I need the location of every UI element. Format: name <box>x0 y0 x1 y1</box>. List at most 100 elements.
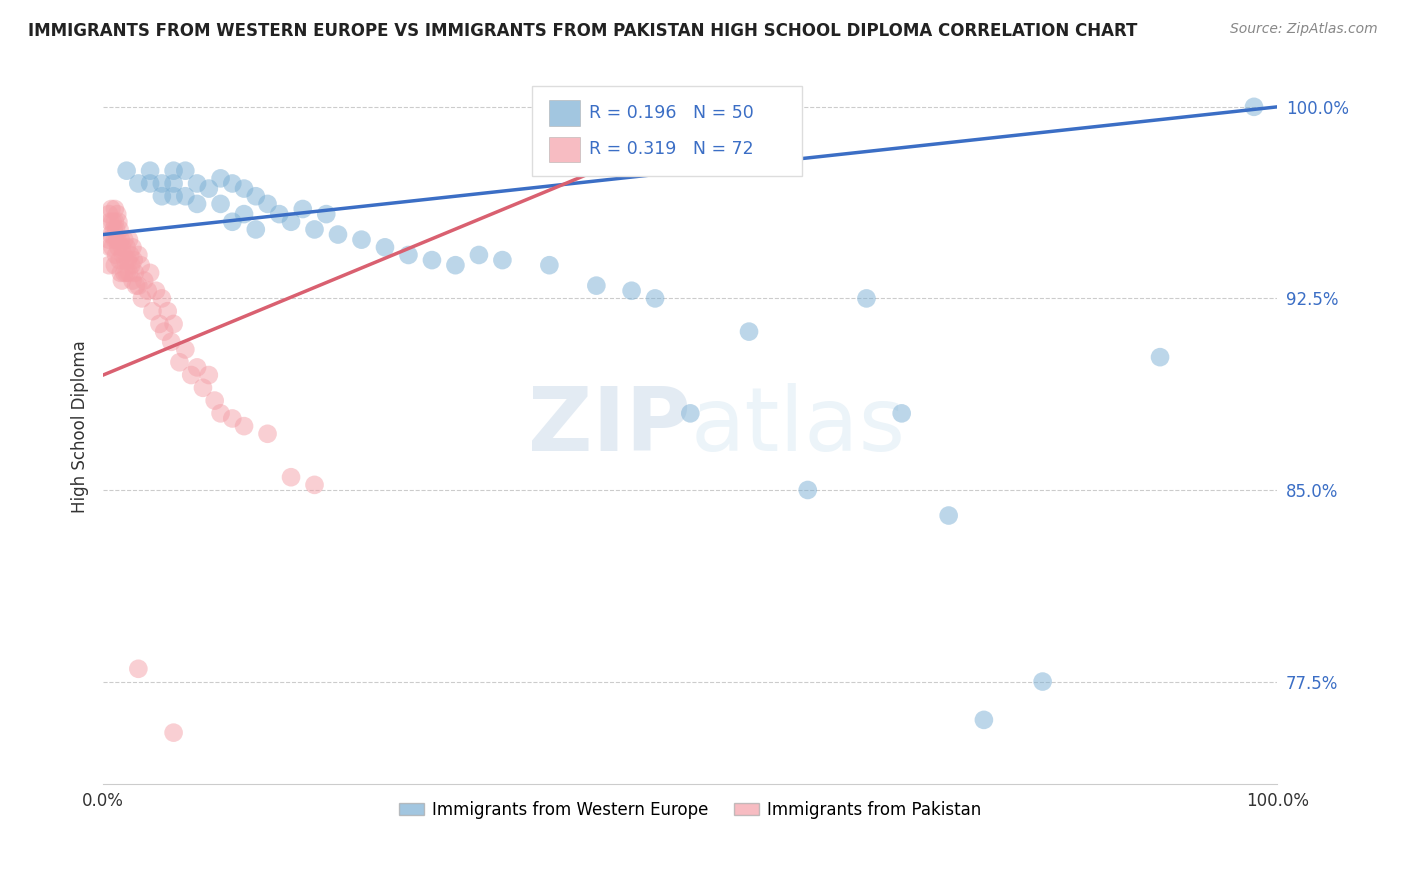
Point <box>350 233 373 247</box>
Point <box>150 177 173 191</box>
Point <box>104 202 127 216</box>
Point <box>245 189 267 203</box>
Point <box>105 207 128 221</box>
Point <box>468 248 491 262</box>
Point <box>233 181 256 195</box>
Point <box>186 360 208 375</box>
Point <box>115 163 138 178</box>
Point <box>256 426 278 441</box>
Point <box>120 258 142 272</box>
Point <box>141 304 163 318</box>
Point <box>107 215 129 229</box>
Point <box>420 253 443 268</box>
Point <box>100 227 122 242</box>
Point <box>110 266 132 280</box>
Point <box>233 419 256 434</box>
Point <box>245 222 267 236</box>
Point <box>256 197 278 211</box>
Point <box>644 292 666 306</box>
Point <box>796 483 818 497</box>
Point <box>679 406 702 420</box>
Text: R = 0.319   N = 72: R = 0.319 N = 72 <box>589 140 754 158</box>
Point <box>198 181 221 195</box>
Text: ZIP: ZIP <box>527 383 690 469</box>
Point <box>1032 674 1054 689</box>
Point <box>162 163 184 178</box>
Point <box>491 253 513 268</box>
Point <box>186 197 208 211</box>
Point <box>136 284 159 298</box>
Point <box>221 215 243 229</box>
Point <box>108 222 131 236</box>
FancyBboxPatch shape <box>550 101 579 126</box>
Point <box>111 240 134 254</box>
Point <box>145 284 167 298</box>
Point <box>111 273 134 287</box>
Point <box>108 253 131 268</box>
Point <box>538 258 561 272</box>
Point <box>280 215 302 229</box>
Point <box>304 222 326 236</box>
Point <box>110 233 132 247</box>
Point <box>122 253 145 268</box>
Point <box>162 189 184 203</box>
Point <box>444 258 467 272</box>
Text: atlas: atlas <box>690 383 905 469</box>
Point <box>209 197 232 211</box>
Point <box>174 163 197 178</box>
Text: IMMIGRANTS FROM WESTERN EUROPE VS IMMIGRANTS FROM PAKISTAN HIGH SCHOOL DIPLOMA C: IMMIGRANTS FROM WESTERN EUROPE VS IMMIGR… <box>28 22 1137 40</box>
Point <box>125 278 148 293</box>
Point <box>115 266 138 280</box>
Point <box>112 266 135 280</box>
Legend: Immigrants from Western Europe, Immigrants from Pakistan: Immigrants from Western Europe, Immigran… <box>392 794 988 825</box>
Point <box>127 278 149 293</box>
Point <box>890 406 912 420</box>
Point <box>326 227 349 242</box>
Point <box>98 258 121 272</box>
Point <box>98 240 121 254</box>
Point <box>191 381 214 395</box>
Point <box>269 207 291 221</box>
Point <box>1149 350 1171 364</box>
Point <box>127 662 149 676</box>
Point <box>101 240 124 254</box>
Point <box>973 713 995 727</box>
Point <box>855 292 877 306</box>
Point <box>100 202 122 216</box>
Point <box>129 258 152 272</box>
Point <box>186 177 208 191</box>
Point <box>304 478 326 492</box>
Point <box>374 240 396 254</box>
Point <box>150 292 173 306</box>
Point <box>104 258 127 272</box>
Point <box>112 248 135 262</box>
Point <box>101 215 124 229</box>
Point <box>153 325 176 339</box>
Point <box>139 163 162 178</box>
Point <box>124 266 146 280</box>
Point <box>620 284 643 298</box>
Point <box>204 393 226 408</box>
FancyBboxPatch shape <box>531 87 801 176</box>
Point <box>98 215 121 229</box>
Point <box>169 355 191 369</box>
Point <box>118 233 141 247</box>
Point <box>117 253 139 268</box>
Point <box>1243 100 1265 114</box>
Point <box>98 233 121 247</box>
Point <box>233 207 256 221</box>
Point <box>198 368 221 382</box>
Point <box>105 248 128 262</box>
Point <box>209 406 232 420</box>
Point <box>221 177 243 191</box>
Point <box>162 725 184 739</box>
Point <box>585 278 607 293</box>
Point <box>180 368 202 382</box>
Point <box>104 215 127 229</box>
Point <box>98 207 121 221</box>
Point <box>107 240 129 254</box>
Point <box>162 177 184 191</box>
FancyBboxPatch shape <box>550 136 579 161</box>
Point <box>121 240 143 254</box>
Point <box>114 253 136 268</box>
